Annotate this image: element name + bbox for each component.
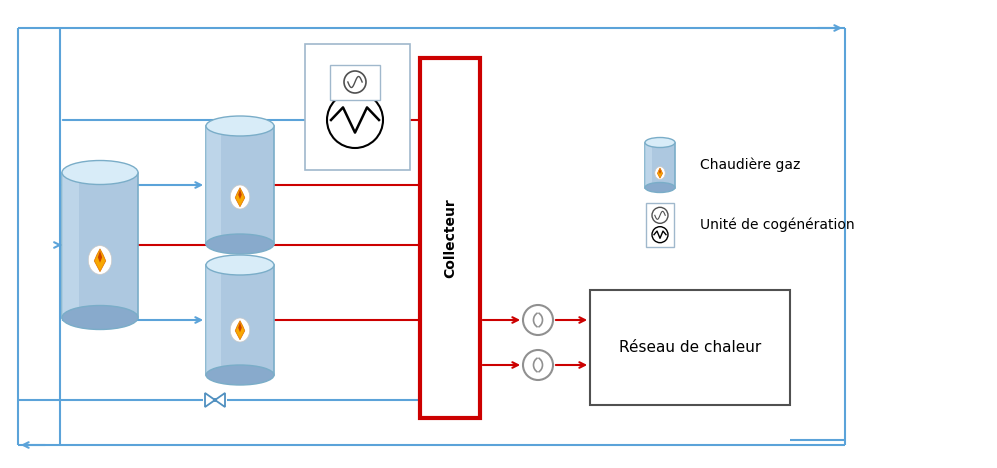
Bar <box>62 173 79 317</box>
Circle shape <box>213 398 217 402</box>
Ellipse shape <box>89 246 112 274</box>
Ellipse shape <box>655 167 665 179</box>
Bar <box>206 126 274 244</box>
Bar <box>206 265 221 375</box>
Text: Réseau de chaleur: Réseau de chaleur <box>619 340 761 355</box>
Ellipse shape <box>230 318 250 342</box>
Polygon shape <box>235 188 245 207</box>
Ellipse shape <box>206 255 274 275</box>
Polygon shape <box>98 251 102 263</box>
Polygon shape <box>95 249 106 272</box>
Ellipse shape <box>645 183 675 192</box>
Circle shape <box>523 350 553 380</box>
Bar <box>420 58 480 418</box>
Polygon shape <box>238 189 242 199</box>
Polygon shape <box>238 322 242 332</box>
Bar <box>645 142 675 188</box>
Bar <box>645 142 652 188</box>
Ellipse shape <box>206 116 274 136</box>
Text: Chaudière gaz: Chaudière gaz <box>700 158 801 172</box>
Ellipse shape <box>645 138 675 147</box>
Ellipse shape <box>206 365 274 385</box>
Circle shape <box>523 305 553 335</box>
Bar <box>62 173 138 317</box>
Ellipse shape <box>206 234 274 254</box>
Bar <box>330 65 380 100</box>
Bar <box>590 290 790 405</box>
Circle shape <box>327 92 383 148</box>
Ellipse shape <box>62 161 138 184</box>
Bar <box>206 126 221 244</box>
Text: Collecteur: Collecteur <box>443 198 457 278</box>
Ellipse shape <box>230 185 250 209</box>
Polygon shape <box>657 168 663 178</box>
Ellipse shape <box>62 306 138 329</box>
Bar <box>206 265 274 375</box>
Polygon shape <box>235 321 245 340</box>
Bar <box>646 203 674 247</box>
Text: Unité de cogénération: Unité de cogénération <box>700 218 854 232</box>
Bar <box>305 44 410 170</box>
Polygon shape <box>659 169 661 174</box>
